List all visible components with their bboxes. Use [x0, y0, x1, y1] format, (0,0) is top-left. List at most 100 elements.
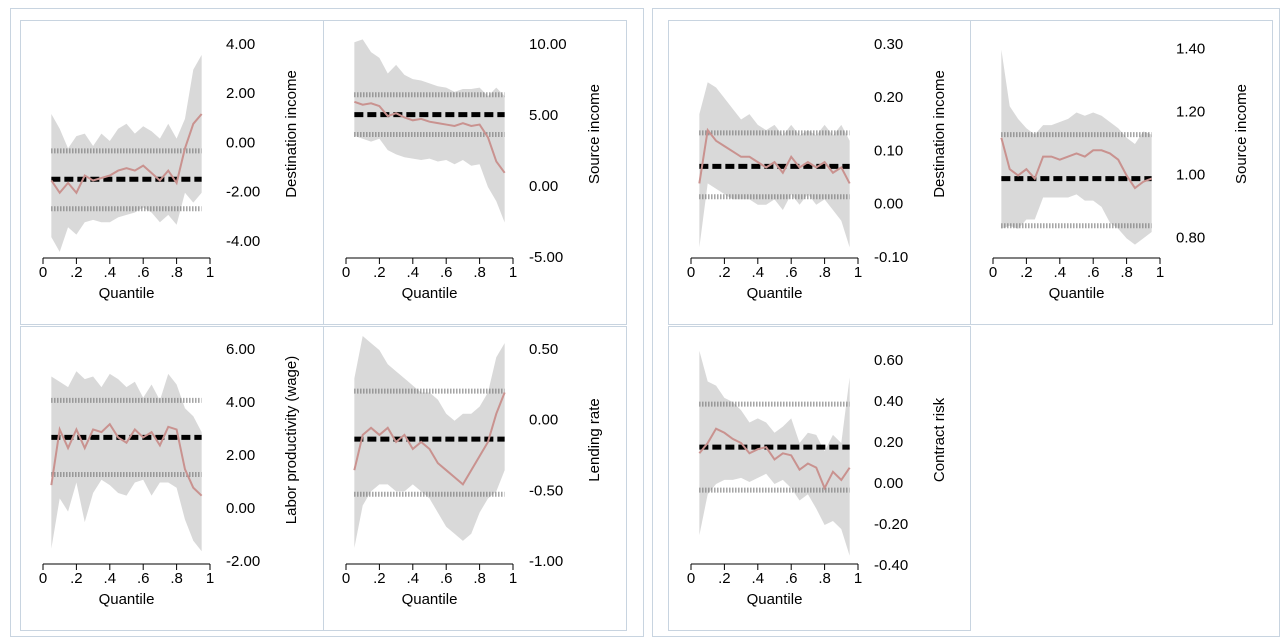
y-tick-label: 1.00: [1176, 166, 1205, 183]
x-tick-label: 1: [1156, 264, 1164, 281]
y-tick-label: 0.50: [529, 341, 558, 358]
y-tick-label: 1.40: [1176, 41, 1205, 58]
y-axis-label: Labor productivity (wage): [283, 356, 300, 524]
y-tick-label: 2.00: [226, 447, 255, 464]
confidence-band: [699, 82, 850, 248]
y-tick-label: -2.00: [226, 184, 260, 201]
y-axis-label: Source income: [586, 84, 603, 184]
x-tick-label: .4: [752, 264, 765, 281]
y-tick-label: 6.00: [226, 341, 255, 358]
y-tick-label: 10.00: [529, 36, 567, 53]
x-tick-label: 0: [687, 264, 695, 281]
y-tick-label: 4.00: [226, 394, 255, 411]
confidence-band: [354, 336, 505, 548]
y-tick-label: -1.00: [529, 553, 563, 570]
x-tick-label: .8: [170, 570, 183, 587]
x-axis-label: Quantile: [747, 591, 803, 608]
confidence-band: [354, 39, 505, 223]
x-tick-label: .2: [70, 264, 83, 281]
quantile-line: [1000, 137, 1153, 190]
y-tick-label: 0.80: [1176, 229, 1205, 246]
y-tick-label: 0.00: [874, 475, 903, 492]
x-tick-label: .2: [373, 264, 386, 281]
panel-plot: 0 .2 .4 .6 .8 1 Quantile 4.00 2.00 0.00 -2.00 -4.00…: [39, 36, 300, 302]
y-tick-label: -5.00: [529, 249, 563, 266]
x-tick-label: .8: [1120, 264, 1133, 281]
x-tick-label: .2: [718, 264, 731, 281]
x-tick-label: 1: [206, 264, 214, 281]
x-tick-label: 0: [687, 570, 695, 587]
y-tick-label: 0.20: [874, 434, 903, 451]
x-axis-label: Quantile: [99, 591, 155, 608]
x-tick-label: .6: [1087, 264, 1100, 281]
quantile-line: [698, 427, 851, 491]
panel-plot: 0 .2 .4 .6 .8 1 Quantile 1.40 1.20 1.00 0.80 Source…: [989, 41, 1250, 302]
x-tick-label: 1: [206, 570, 214, 587]
y-axis-label: Destination income: [283, 70, 300, 198]
right-group: [652, 8, 1280, 637]
x-tick-label: 1: [854, 570, 862, 587]
x-tick-label: .6: [137, 264, 150, 281]
panel-plot: 0 .2 .4 .6 .8 1 Quantile 0.30 0.20 0.10 0.00 -0.10 D…: [687, 36, 948, 302]
quantile-line: [50, 113, 203, 195]
y-tick-label: 5.00: [529, 107, 558, 124]
x-tick-label: 0: [39, 264, 47, 281]
y-tick-label: -0.20: [874, 516, 908, 533]
y-axis-label: Contract risk: [931, 397, 948, 482]
y-tick-label: 0.20: [874, 89, 903, 106]
y-tick-label: -0.50: [529, 482, 563, 499]
panel-plot: 0 .2 .4 .6 .8 1 Quantile 0.60 0.40 0.20 0.00 -0.20 -…: [687, 350, 948, 608]
y-tick-label: 0.30: [874, 36, 903, 53]
x-tick-label: .4: [407, 264, 420, 281]
y-tick-label: 2.00: [226, 85, 255, 102]
x-tick-label: .8: [473, 570, 486, 587]
y-tick-label: 1.20: [1176, 104, 1205, 121]
x-tick-label: 0: [989, 264, 997, 281]
x-tick-label: .6: [440, 570, 453, 587]
y-tick-label: 0.00: [874, 196, 903, 213]
y-tick-label: -0.10: [874, 249, 908, 266]
confidence-band: [51, 371, 202, 552]
x-tick-label: .4: [407, 570, 420, 587]
x-axis-label: Quantile: [1049, 285, 1105, 302]
x-tick-label: .6: [785, 264, 798, 281]
x-tick-label: .6: [785, 570, 798, 587]
x-tick-label: .2: [718, 570, 731, 587]
y-tick-label: -0.40: [874, 557, 908, 574]
y-tick-label: 0.00: [226, 134, 255, 151]
x-tick-label: .2: [373, 570, 386, 587]
panel-plot: 0 .2 .4 .6 .8 1 Quantile 10.00 5.00 0.00 -5.00 Sour…: [342, 36, 603, 302]
confidence-band: [699, 350, 850, 556]
x-tick-label: 0: [342, 264, 350, 281]
x-tick-label: .4: [104, 264, 117, 281]
x-tick-label: .4: [104, 570, 117, 587]
x-tick-label: 1: [854, 264, 862, 281]
left-group: [10, 8, 644, 637]
x-tick-label: 0: [39, 570, 47, 587]
x-tick-label: .8: [170, 264, 183, 281]
x-tick-label: .4: [1054, 264, 1067, 281]
x-tick-label: .2: [1020, 264, 1033, 281]
x-tick-label: .2: [70, 570, 83, 587]
x-axis-label: Quantile: [402, 591, 458, 608]
panel-plot: 0 .2 .4 .6 .8 1 Quantile 6.00 4.00 2.00 0.00 -2.00 L…: [39, 341, 300, 608]
x-tick-label: 1: [509, 264, 517, 281]
x-tick-label: .8: [818, 264, 831, 281]
x-axis-label: Quantile: [99, 285, 155, 302]
y-axis-label: Destination income: [931, 70, 948, 198]
y-tick-label: 0.60: [874, 352, 903, 369]
y-tick-label: 0.10: [874, 142, 903, 159]
x-tick-label: .4: [752, 570, 765, 587]
y-tick-label: 0.40: [874, 393, 903, 410]
y-tick-label: 0.00: [226, 500, 255, 517]
quantile-line: [353, 392, 506, 486]
y-tick-label: 0.00: [529, 412, 558, 429]
y-axis-label: Source income: [1233, 84, 1250, 184]
x-tick-label: 0: [342, 570, 350, 587]
y-tick-label: 0.00: [529, 178, 558, 195]
confidence-band: [1001, 49, 1152, 245]
y-axis-label: Lending rate: [586, 398, 603, 481]
x-axis-label: Quantile: [747, 285, 803, 302]
